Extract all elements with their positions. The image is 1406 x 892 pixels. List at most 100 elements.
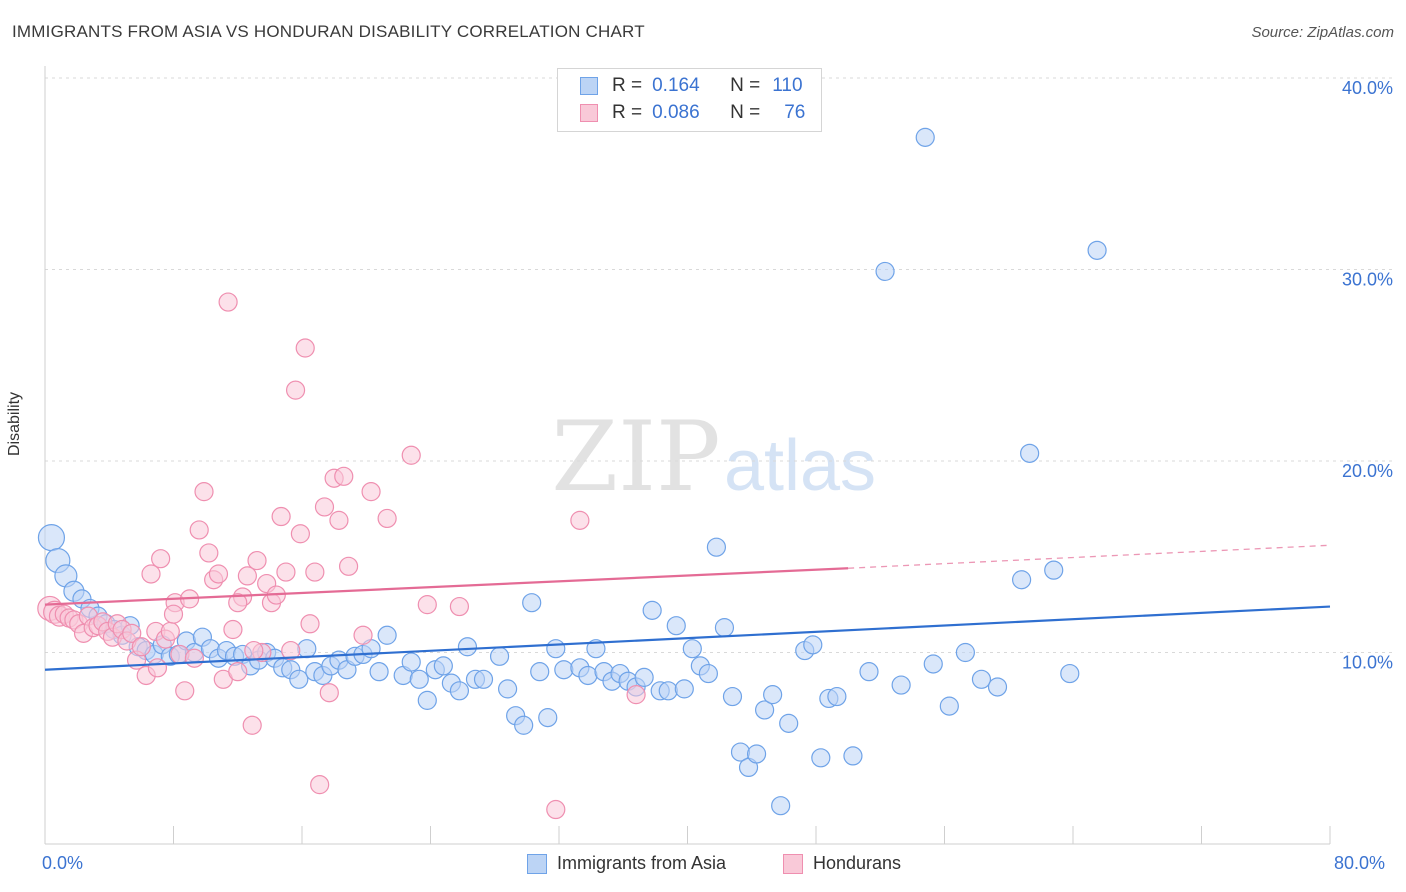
legend-n-label: N = xyxy=(730,75,761,96)
point-asia xyxy=(1060,663,1080,684)
x-tick-label-max: 80.0% xyxy=(1334,853,1386,873)
point-hondurans xyxy=(141,564,161,584)
bottom-legend-asia: Immigrants from Asia xyxy=(527,853,726,874)
point-asia xyxy=(409,669,429,689)
point-asia xyxy=(915,127,935,147)
point-asia xyxy=(771,796,791,816)
point-asia xyxy=(1011,570,1032,590)
point-asia xyxy=(682,639,702,659)
point-asia xyxy=(875,261,895,282)
point-hondurans xyxy=(329,510,349,530)
point-asia xyxy=(1044,560,1064,580)
trend-line-hondurans-extension xyxy=(848,544,1331,569)
point-asia xyxy=(578,665,598,686)
point-hondurans xyxy=(570,510,590,530)
point-asia xyxy=(827,686,847,707)
trend-line-hondurans xyxy=(44,567,849,606)
point-hondurans xyxy=(417,595,437,615)
point-asia xyxy=(554,660,574,680)
point-hondurans xyxy=(218,292,238,312)
point-asia xyxy=(843,746,863,766)
legend-swatch-hondurans xyxy=(580,104,598,122)
point-asia xyxy=(891,675,911,695)
point-asia xyxy=(971,669,992,689)
legend-r-label: R = xyxy=(612,75,643,96)
point-asia xyxy=(706,537,727,557)
bottom-legend-hondurans: Hondurans xyxy=(783,853,901,874)
point-asia xyxy=(811,748,831,768)
point-asia xyxy=(522,593,542,613)
point-hondurans xyxy=(276,562,296,582)
point-asia xyxy=(401,652,421,672)
watermark-zip: ZIP xyxy=(551,401,720,513)
point-asia xyxy=(1020,443,1040,463)
point-asia xyxy=(666,616,686,636)
point-asia xyxy=(674,679,694,699)
point-asia xyxy=(763,685,783,705)
point-asia xyxy=(289,669,309,689)
point-asia xyxy=(297,639,317,659)
legend-r-value-hondurans: 0.086 xyxy=(652,102,700,123)
point-asia xyxy=(457,637,478,657)
point-hondurans xyxy=(546,799,566,820)
point-hondurans xyxy=(184,648,204,668)
point-hondurans xyxy=(208,564,229,584)
trend-line-asia xyxy=(44,605,1331,671)
legend-n-value-asia: 110 xyxy=(772,75,803,96)
point-hondurans xyxy=(626,685,646,705)
point-asia xyxy=(586,639,606,659)
point-asia xyxy=(634,667,654,687)
point-asia xyxy=(377,625,397,645)
point-asia xyxy=(417,690,437,710)
legend-row-asia: R = 0.164 N = 110 xyxy=(580,73,803,99)
point-hondurans xyxy=(310,775,330,795)
point-asia xyxy=(514,715,534,735)
point-hondurans xyxy=(281,640,301,661)
point-asia xyxy=(530,662,550,682)
point-hondurans xyxy=(175,681,195,701)
point-hondurans xyxy=(314,497,335,517)
point-hondurans xyxy=(151,549,171,569)
point-hondurans xyxy=(271,506,291,527)
point-hondurans xyxy=(290,524,310,544)
point-asia xyxy=(433,656,453,676)
point-hondurans xyxy=(147,658,168,678)
point-hondurans xyxy=(122,623,142,643)
point-asia xyxy=(489,646,510,666)
point-hondurans xyxy=(300,614,320,634)
point-asia xyxy=(498,679,518,699)
y-tick-label: 20.0% xyxy=(1342,461,1393,481)
point-hondurans xyxy=(285,380,306,400)
point-asia xyxy=(779,713,799,733)
point-hondurans xyxy=(242,715,262,735)
point-asia xyxy=(722,686,743,707)
y-axis-label: Disability xyxy=(6,391,23,456)
watermark-atlas: atlas xyxy=(724,426,876,506)
point-asia xyxy=(955,642,975,663)
point-asia xyxy=(939,696,959,716)
point-hondurans xyxy=(305,562,325,582)
point-hondurans xyxy=(163,604,184,624)
point-hondurans xyxy=(189,520,209,540)
point-hondurans xyxy=(244,640,264,661)
bottom-legend-swatch-hondurans xyxy=(783,853,803,874)
bottom-legend-label-hondurans: Hondurans xyxy=(813,853,902,873)
point-asia xyxy=(859,662,879,682)
y-tick-label: 30.0% xyxy=(1342,270,1393,290)
point-asia xyxy=(449,681,470,701)
point-asia xyxy=(987,677,1008,697)
point-hondurans xyxy=(228,662,248,682)
x-tick-label-min: 0.0% xyxy=(42,853,84,873)
point-asia xyxy=(538,708,558,728)
point-asia xyxy=(698,663,718,684)
legend-swatch-asia xyxy=(580,77,598,95)
point-asia xyxy=(642,600,662,620)
point-hondurans xyxy=(237,566,257,586)
point-hondurans xyxy=(401,445,421,465)
point-hondurans xyxy=(160,621,180,642)
point-hondurans xyxy=(194,482,214,502)
point-hondurans xyxy=(377,508,397,529)
bottom-legend-swatch-asia xyxy=(527,853,547,874)
point-hondurans xyxy=(199,543,219,563)
legend-n-label: N = xyxy=(730,102,761,123)
